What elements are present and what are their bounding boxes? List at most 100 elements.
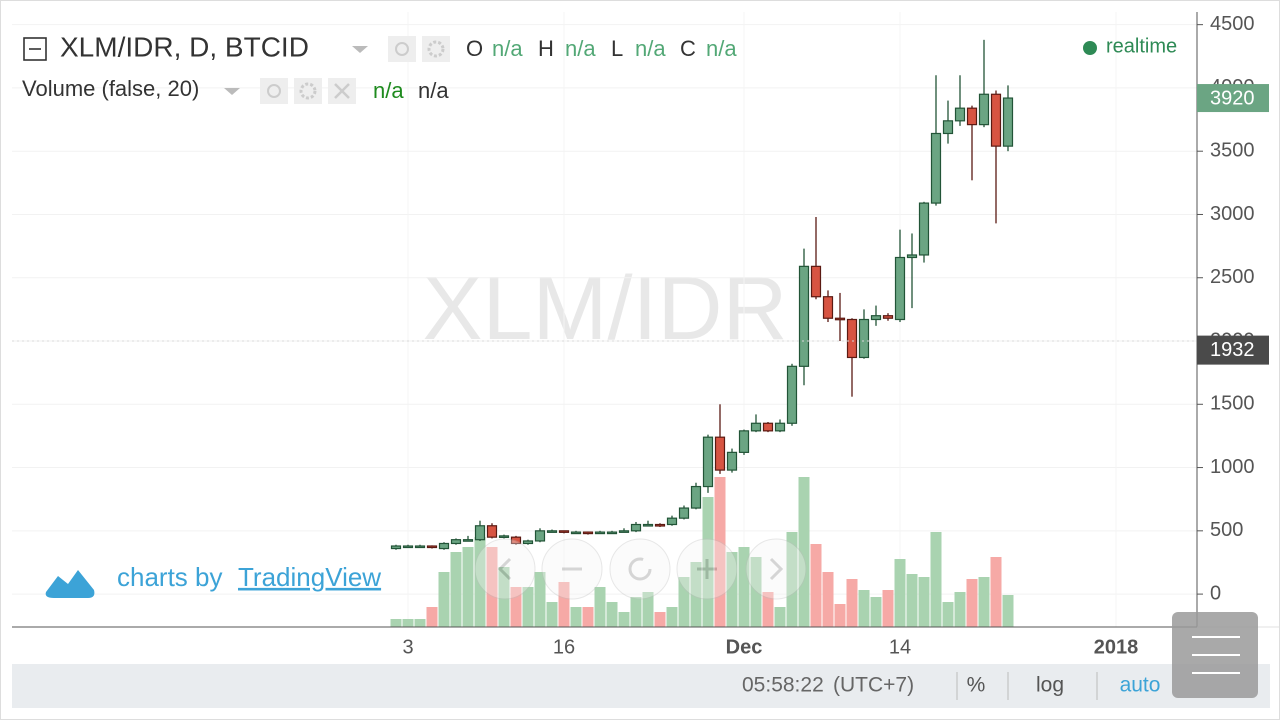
brand-logo [45,570,95,598]
candle-body [618,530,630,533]
y-tick-label: 1500 [1210,393,1255,415]
volume-bar [426,607,438,627]
reset-icon [628,557,652,581]
ohlc-label: L [611,36,623,61]
candle-body [966,107,978,126]
volume-title: Volume (false, 20) [22,76,199,101]
volume-bar [822,572,834,627]
ohlc-value: n/a [706,36,737,61]
candle-body [750,422,762,432]
candle-body [726,451,738,471]
volume-bar [942,602,954,627]
candle-body [774,422,786,432]
volume-bar [414,619,426,627]
zoom-out-button[interactable] [541,538,603,600]
volume-bar [954,592,966,627]
volume-bar [870,597,882,627]
volume-bar [702,497,714,627]
ohlc-label: C [680,36,696,61]
volume-bar [738,547,750,627]
auto-button[interactable]: auto [1120,674,1161,697]
x-tick-label: 2018 [1094,636,1139,658]
volume-bar [618,612,630,627]
volume-bar [402,619,414,627]
x-tick-label: Dec [726,636,763,658]
scroll-left-button[interactable] [474,538,536,600]
candle-body [522,540,534,545]
candle-body [570,531,582,535]
y-tick-label: 0 [1210,582,1221,604]
zoom-in-button[interactable] [676,538,738,600]
volume-bar [450,552,462,627]
volume-bar [894,559,906,627]
volume-bar [858,590,870,627]
dropdown-arrow[interactable] [352,46,368,53]
y-tick-label: 2500 [1210,266,1255,288]
volume-bar [522,587,534,627]
candle-body [882,315,894,319]
volume-bar [534,572,546,627]
candle-body [450,539,462,545]
candle-body [558,530,570,533]
footer-bar [12,664,1270,708]
candle-body [798,265,810,367]
candle-body [930,132,942,204]
volume-bar [546,602,558,627]
scroll-right-button[interactable] [745,538,807,600]
candle-body [582,531,594,535]
candle-body [918,202,930,256]
candle-body [786,365,798,424]
eye-icon [267,84,281,98]
volume-bar [462,547,474,627]
y-tick-label: 1000 [1210,456,1255,478]
eye-button[interactable] [388,36,416,62]
dropdown-arrow[interactable] [224,88,240,95]
candle-body [834,317,846,321]
volume-bar [978,577,990,627]
volume-bar [714,477,726,627]
volume-bar [654,612,666,627]
last-price-label: 3920 [1210,87,1255,109]
ohlc-value: n/a [565,36,596,61]
volume-bar [1002,595,1014,627]
log-button[interactable]: log [1036,674,1064,697]
brand-link[interactable]: TradingView [238,562,381,592]
volume-bar [906,574,918,627]
candle-body [702,436,714,488]
ohlc-label: H [538,36,554,61]
percent-button[interactable]: % [967,674,986,697]
gear-icon [299,82,317,100]
candle-body [654,523,666,527]
eye-button[interactable] [260,78,288,104]
collapse-box[interactable] [23,37,47,61]
settings-button[interactable] [294,78,322,104]
candle-body [690,485,702,509]
candle-body [546,530,558,533]
volume-bar [762,592,774,627]
settings-button[interactable] [422,36,450,62]
candle-body [486,525,498,538]
candle-body [390,545,402,550]
volume-bar [630,597,642,627]
timezone[interactable]: (UTC+7) [833,674,914,697]
volume-bar [726,552,738,627]
candle-body [498,535,510,538]
candle-body [414,545,426,549]
candle-body [954,107,966,122]
watermark: XLM/IDR [422,259,787,359]
volume-bar [486,547,498,627]
candle-body [810,265,822,298]
candle-body [678,507,690,519]
volume-bar [810,544,822,627]
candle-body [1002,97,1014,147]
reset-button[interactable] [609,538,671,600]
candle-body [822,296,834,319]
volume-bar [642,592,654,627]
arrow-icon [769,557,784,581]
volume-bar [606,602,618,627]
candle-body [942,120,954,135]
volume-bar [594,587,606,627]
y-tick-label: 4500 [1210,13,1255,35]
volume-bar [558,582,570,627]
candle-body [858,318,870,359]
